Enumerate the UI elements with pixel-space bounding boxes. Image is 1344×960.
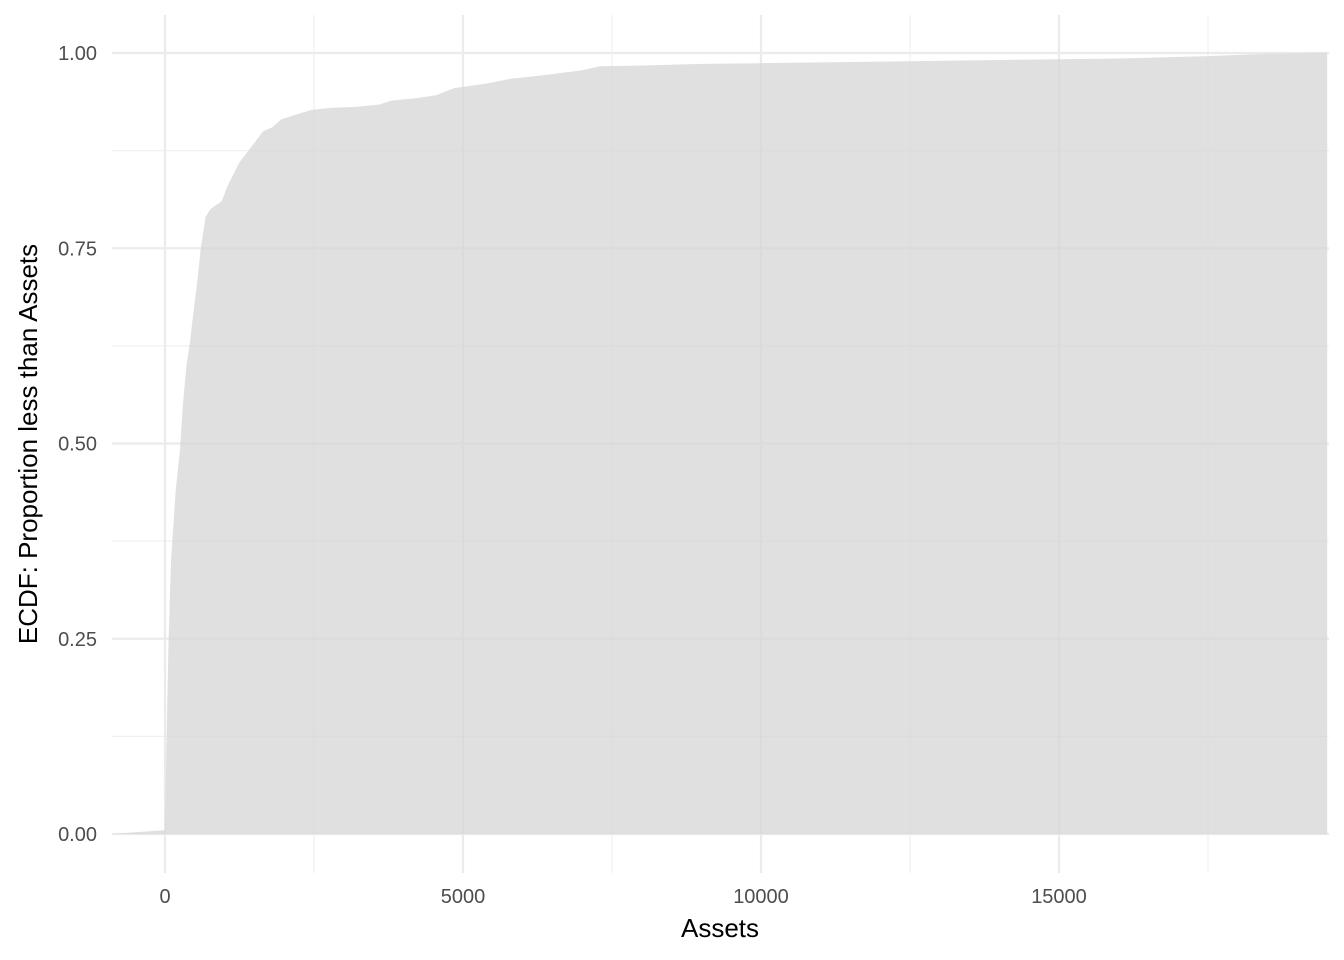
y-tick-label: 0.75: [58, 238, 97, 260]
y-axis-tick-labels: 0.00 0.25 0.50 0.75 1.00: [58, 43, 97, 846]
x-tick-label: 0: [159, 886, 170, 908]
y-tick-label: 0.25: [58, 629, 97, 651]
y-axis-title: ECDF: Proportion less than Assets: [13, 244, 43, 644]
x-tick-label: 5000: [441, 886, 486, 908]
ecdf-area: [112, 53, 1328, 834]
y-tick-label: 0.00: [58, 824, 97, 846]
x-tick-label: 15000: [1031, 886, 1087, 908]
x-axis-tick-labels: 0 5000 10000 15000: [159, 886, 1086, 908]
y-tick-label: 1.00: [58, 43, 97, 65]
y-tick-label: 0.50: [58, 434, 97, 456]
x-tick-label: 10000: [733, 886, 789, 908]
x-axis-title: Assets: [681, 913, 759, 943]
